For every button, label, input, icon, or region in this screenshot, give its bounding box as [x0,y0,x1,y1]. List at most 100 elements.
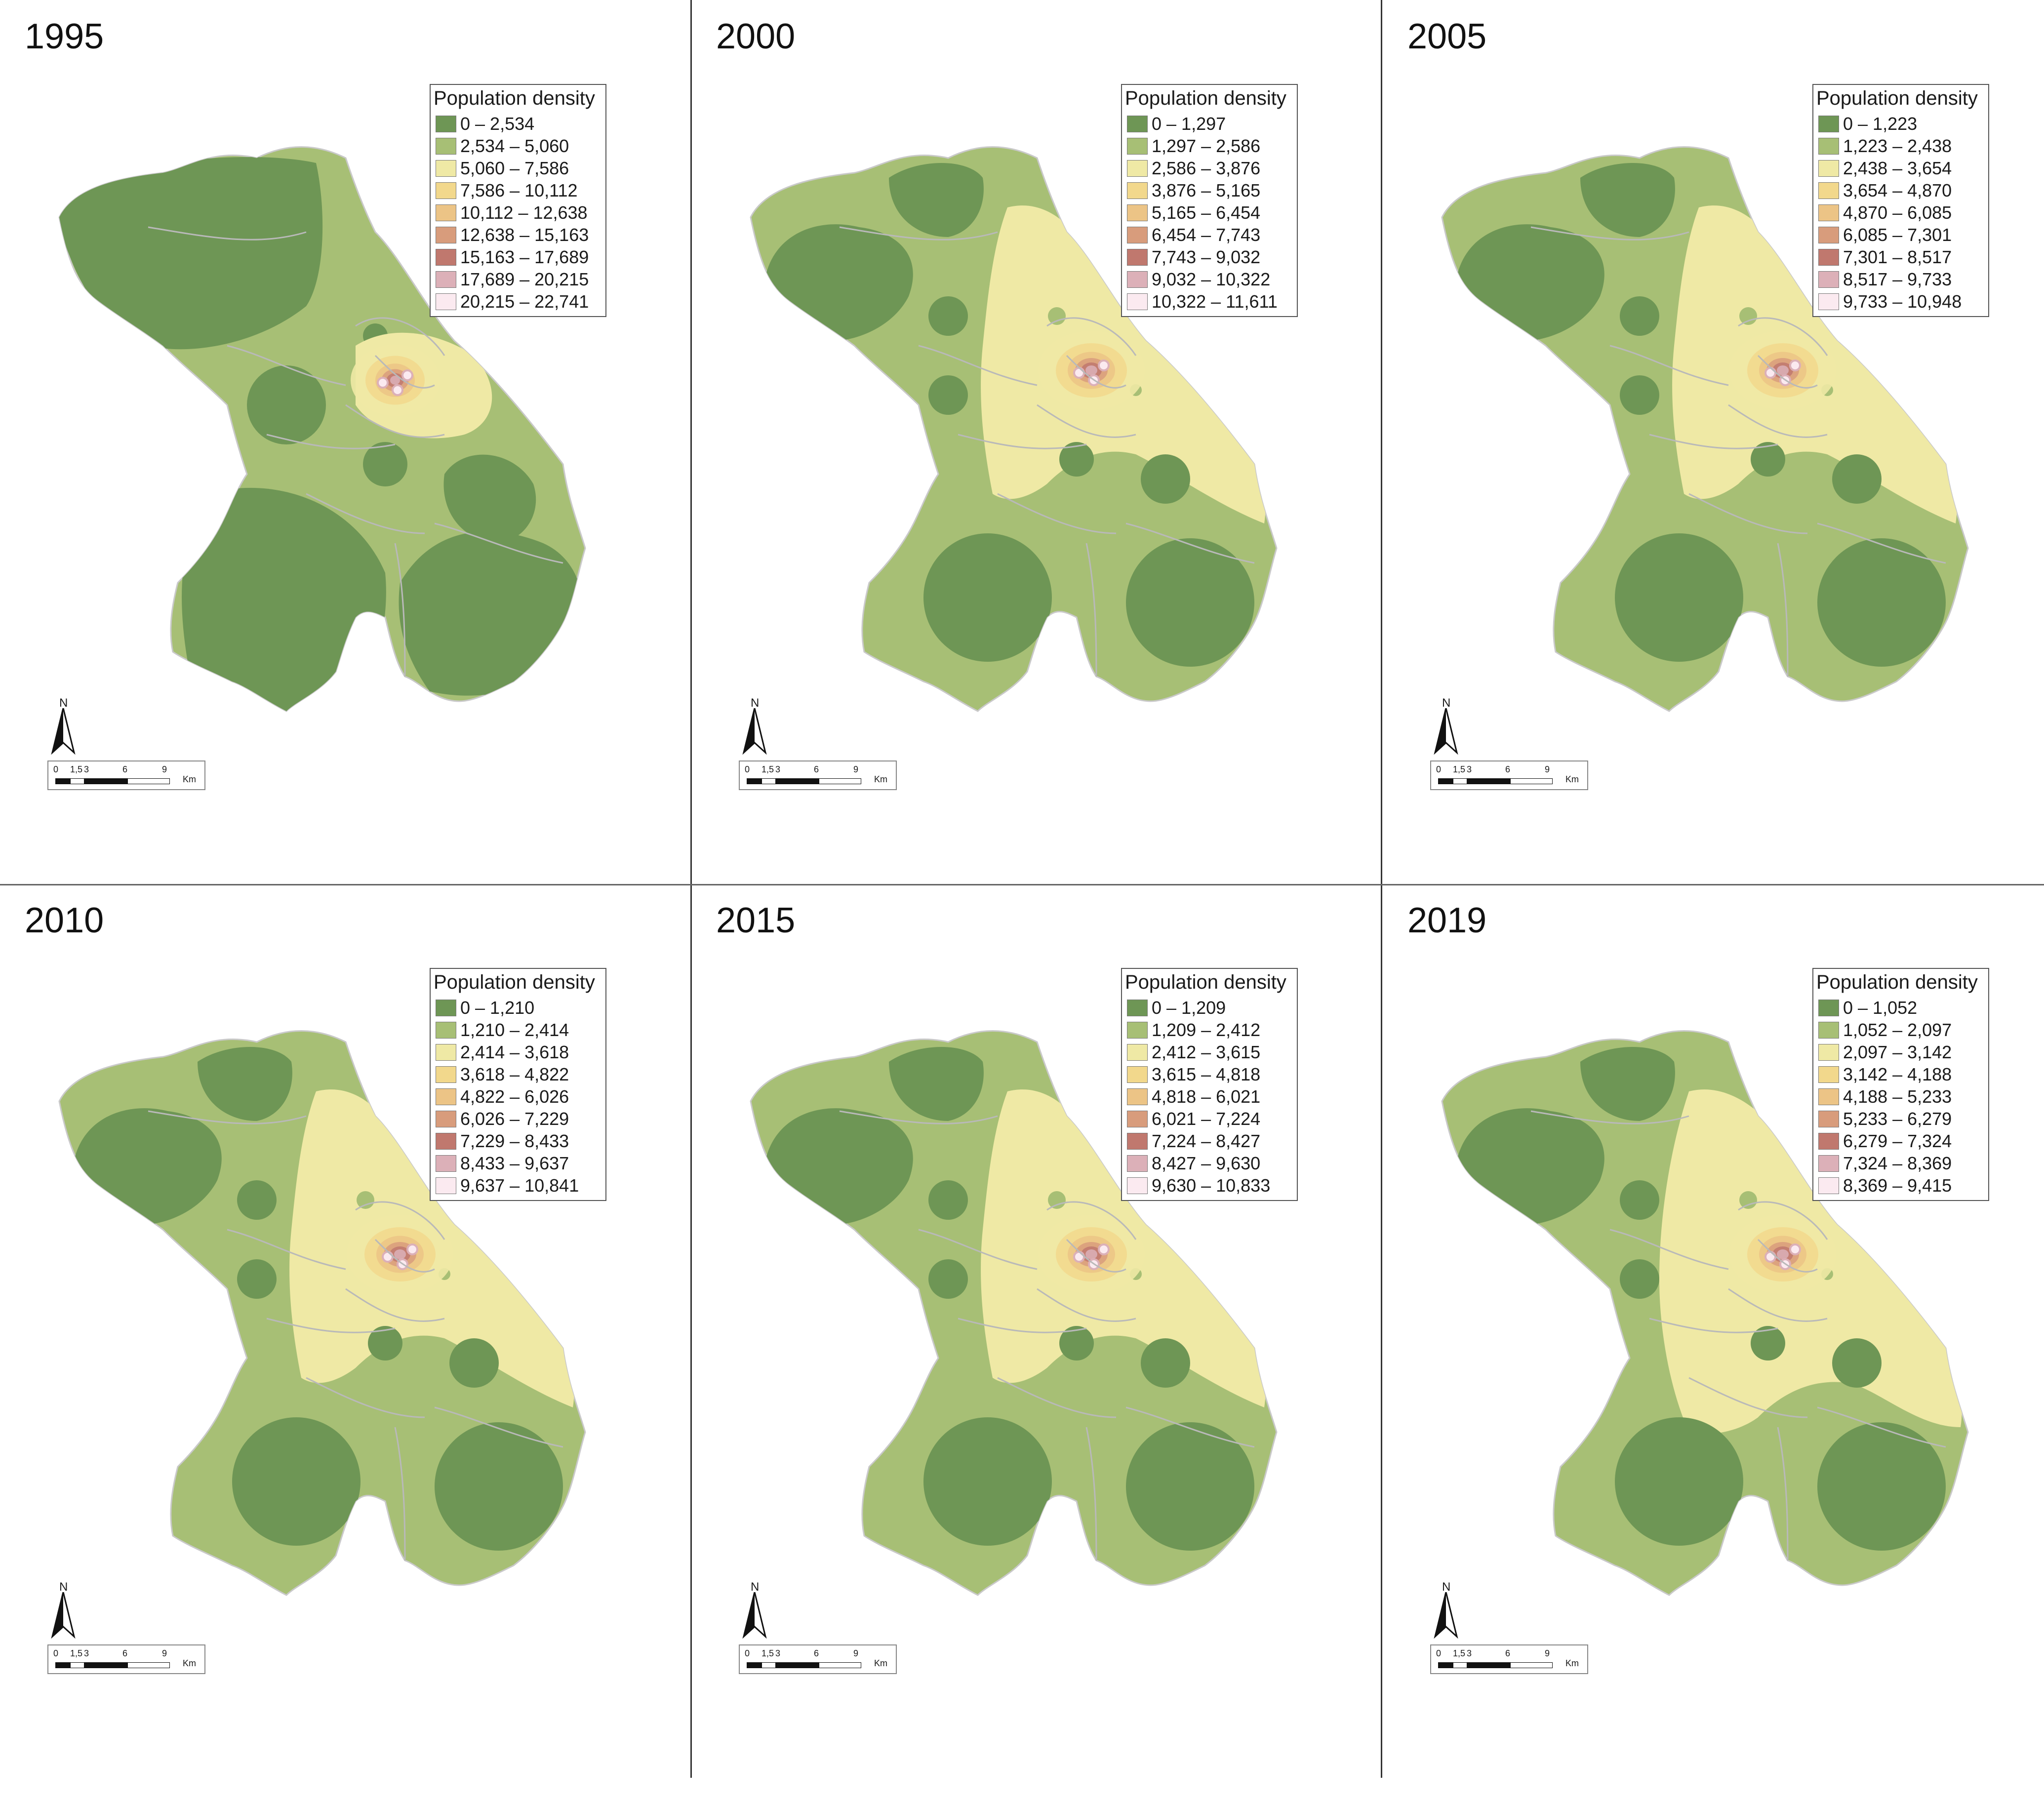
legend-label: 0 – 1,210 [460,998,535,1018]
legend-label: 9,733 – 10,948 [1843,291,1962,312]
district-boundary [1530,1110,1689,1124]
density-zone [1615,533,1743,662]
legend-swatch [436,204,456,221]
district-boundary [355,1201,445,1240]
legend-item: 10,322 – 11,611 [1127,291,1278,312]
north-label: N [751,1580,760,1594]
density-zone [1777,365,1789,375]
legend-label: 3,876 – 5,165 [1152,180,1261,200]
legend-swatch [1818,271,1839,288]
legend-item: 3,876 – 5,165 [1127,180,1260,201]
scale-segment [55,1662,71,1668]
density-zone [923,533,1052,662]
district-boundary [355,317,445,356]
legend-item: 2,412 – 3,615 [1127,1042,1260,1063]
legend-item: 3,615 – 4,818 [1127,1064,1260,1085]
scale-tick: 6 [1505,764,1511,774]
legend-swatch [1818,1000,1839,1016]
legend-label: 0 – 1,297 [1152,114,1226,134]
scale-tick: 3 [1467,1648,1472,1658]
district-boundary [266,434,396,449]
legend-swatch [1818,138,1839,155]
scale-tick: 6 [814,1648,819,1658]
scale-bar: 0 1,5 3 6 9 Km [739,761,897,790]
district-boundary [1688,493,1808,534]
legend-swatch [1127,1000,1148,1016]
north-label: N [59,1580,68,1594]
density-zone [1620,1180,1659,1220]
district-boundary [1125,522,1255,564]
scale-segment [84,778,128,784]
density-zone [1126,1422,1254,1551]
density-zone [1751,1326,1785,1361]
legend-item: 1,223 – 2,438 [1818,136,1952,157]
density-zone [1751,442,1785,477]
legend-label: 2,097 – 3,142 [1843,1042,1952,1062]
map-panel-2005: 2005 Population density 0 – 1,223 1,223 – 2… [1383,0,2044,869]
scale-tick: 0 [1436,1648,1442,1658]
district-boundary [918,345,1038,386]
map-panel-2000: 2000 Population density 0 – 1,297 1,297 – 2… [691,0,1383,869]
district-boundary [1777,543,1789,677]
scale-tick: 1,5 [70,764,83,774]
scale-tick: 3 [775,1648,781,1658]
density-zone [1620,296,1659,336]
density-surface [765,1047,1266,1551]
legend-swatch [1127,271,1148,288]
legend-swatch [1127,1066,1148,1083]
legend-swatch [1818,1133,1839,1150]
panel-year: 2010 [25,901,104,940]
legend-item: 7,743 – 9,032 [1127,247,1260,268]
density-peak [1098,360,1110,371]
map-panel-2019: 2019 Population density 0 – 1,052 1,052 – 2… [1383,884,2044,1753]
panel-year: 2005 [1407,17,1487,56]
legend-item: 1,297 – 2,586 [1127,136,1260,157]
legend-swatch [1818,160,1839,177]
scale-tick: 9 [853,764,859,774]
north-arrow-shape [51,1592,76,1639]
north-arrow-shape [1434,708,1458,755]
density-zone [1832,1338,1882,1388]
scale-segment [819,1662,861,1668]
legend-item: 0 – 2,534 [436,114,534,134]
density-peak [382,1251,394,1263]
legend-label: 8,427 – 9,630 [1152,1153,1261,1173]
scale-tick: 6 [122,764,128,774]
district-boundary [1777,1427,1789,1561]
density-zone [923,1417,1052,1546]
scale-tick: 9 [1545,764,1550,774]
density-zone [1777,1249,1789,1259]
scale-segment [747,1662,762,1668]
legend-label: 0 – 1,052 [1843,998,1918,1018]
panel-year: 2000 [716,17,796,56]
scale-segment [761,1662,776,1668]
density-zone [1739,1191,1757,1209]
district-boundary [1649,1318,1778,1333]
legend-item: 6,454 – 7,743 [1127,225,1260,245]
legend-label: 0 – 1,223 [1843,114,1918,134]
density-zone [443,454,536,543]
north-arrow-icon: N [740,696,769,756]
legend-swatch [436,271,456,288]
north-arrow-shape [742,1592,767,1639]
legend-label: 7,229 – 8,433 [460,1131,569,1151]
density-zone [1580,163,1675,237]
density-zone [1739,307,1757,325]
legend-swatch [1127,293,1148,310]
scale-tick: 0 [53,1648,59,1658]
district-boundary [1046,1201,1137,1240]
legend-item: 7,324 – 8,369 [1818,1153,1952,1174]
scale-segment [761,778,776,784]
density-peak [1764,1251,1776,1263]
legend-swatch [1127,1088,1148,1105]
density-zone [889,1047,984,1121]
scale-tick: 0 [745,764,750,774]
legend-item: 15,163 – 17,689 [436,247,589,268]
density-peak [1073,1251,1085,1263]
legend-swatch [1818,1066,1839,1083]
legend-item: 0 – 1,209 [1127,998,1226,1018]
north-label: N [59,696,68,710]
scale-bar: 0 1,5 3 6 9 Km [1430,761,1588,790]
district-boundary [434,522,563,564]
